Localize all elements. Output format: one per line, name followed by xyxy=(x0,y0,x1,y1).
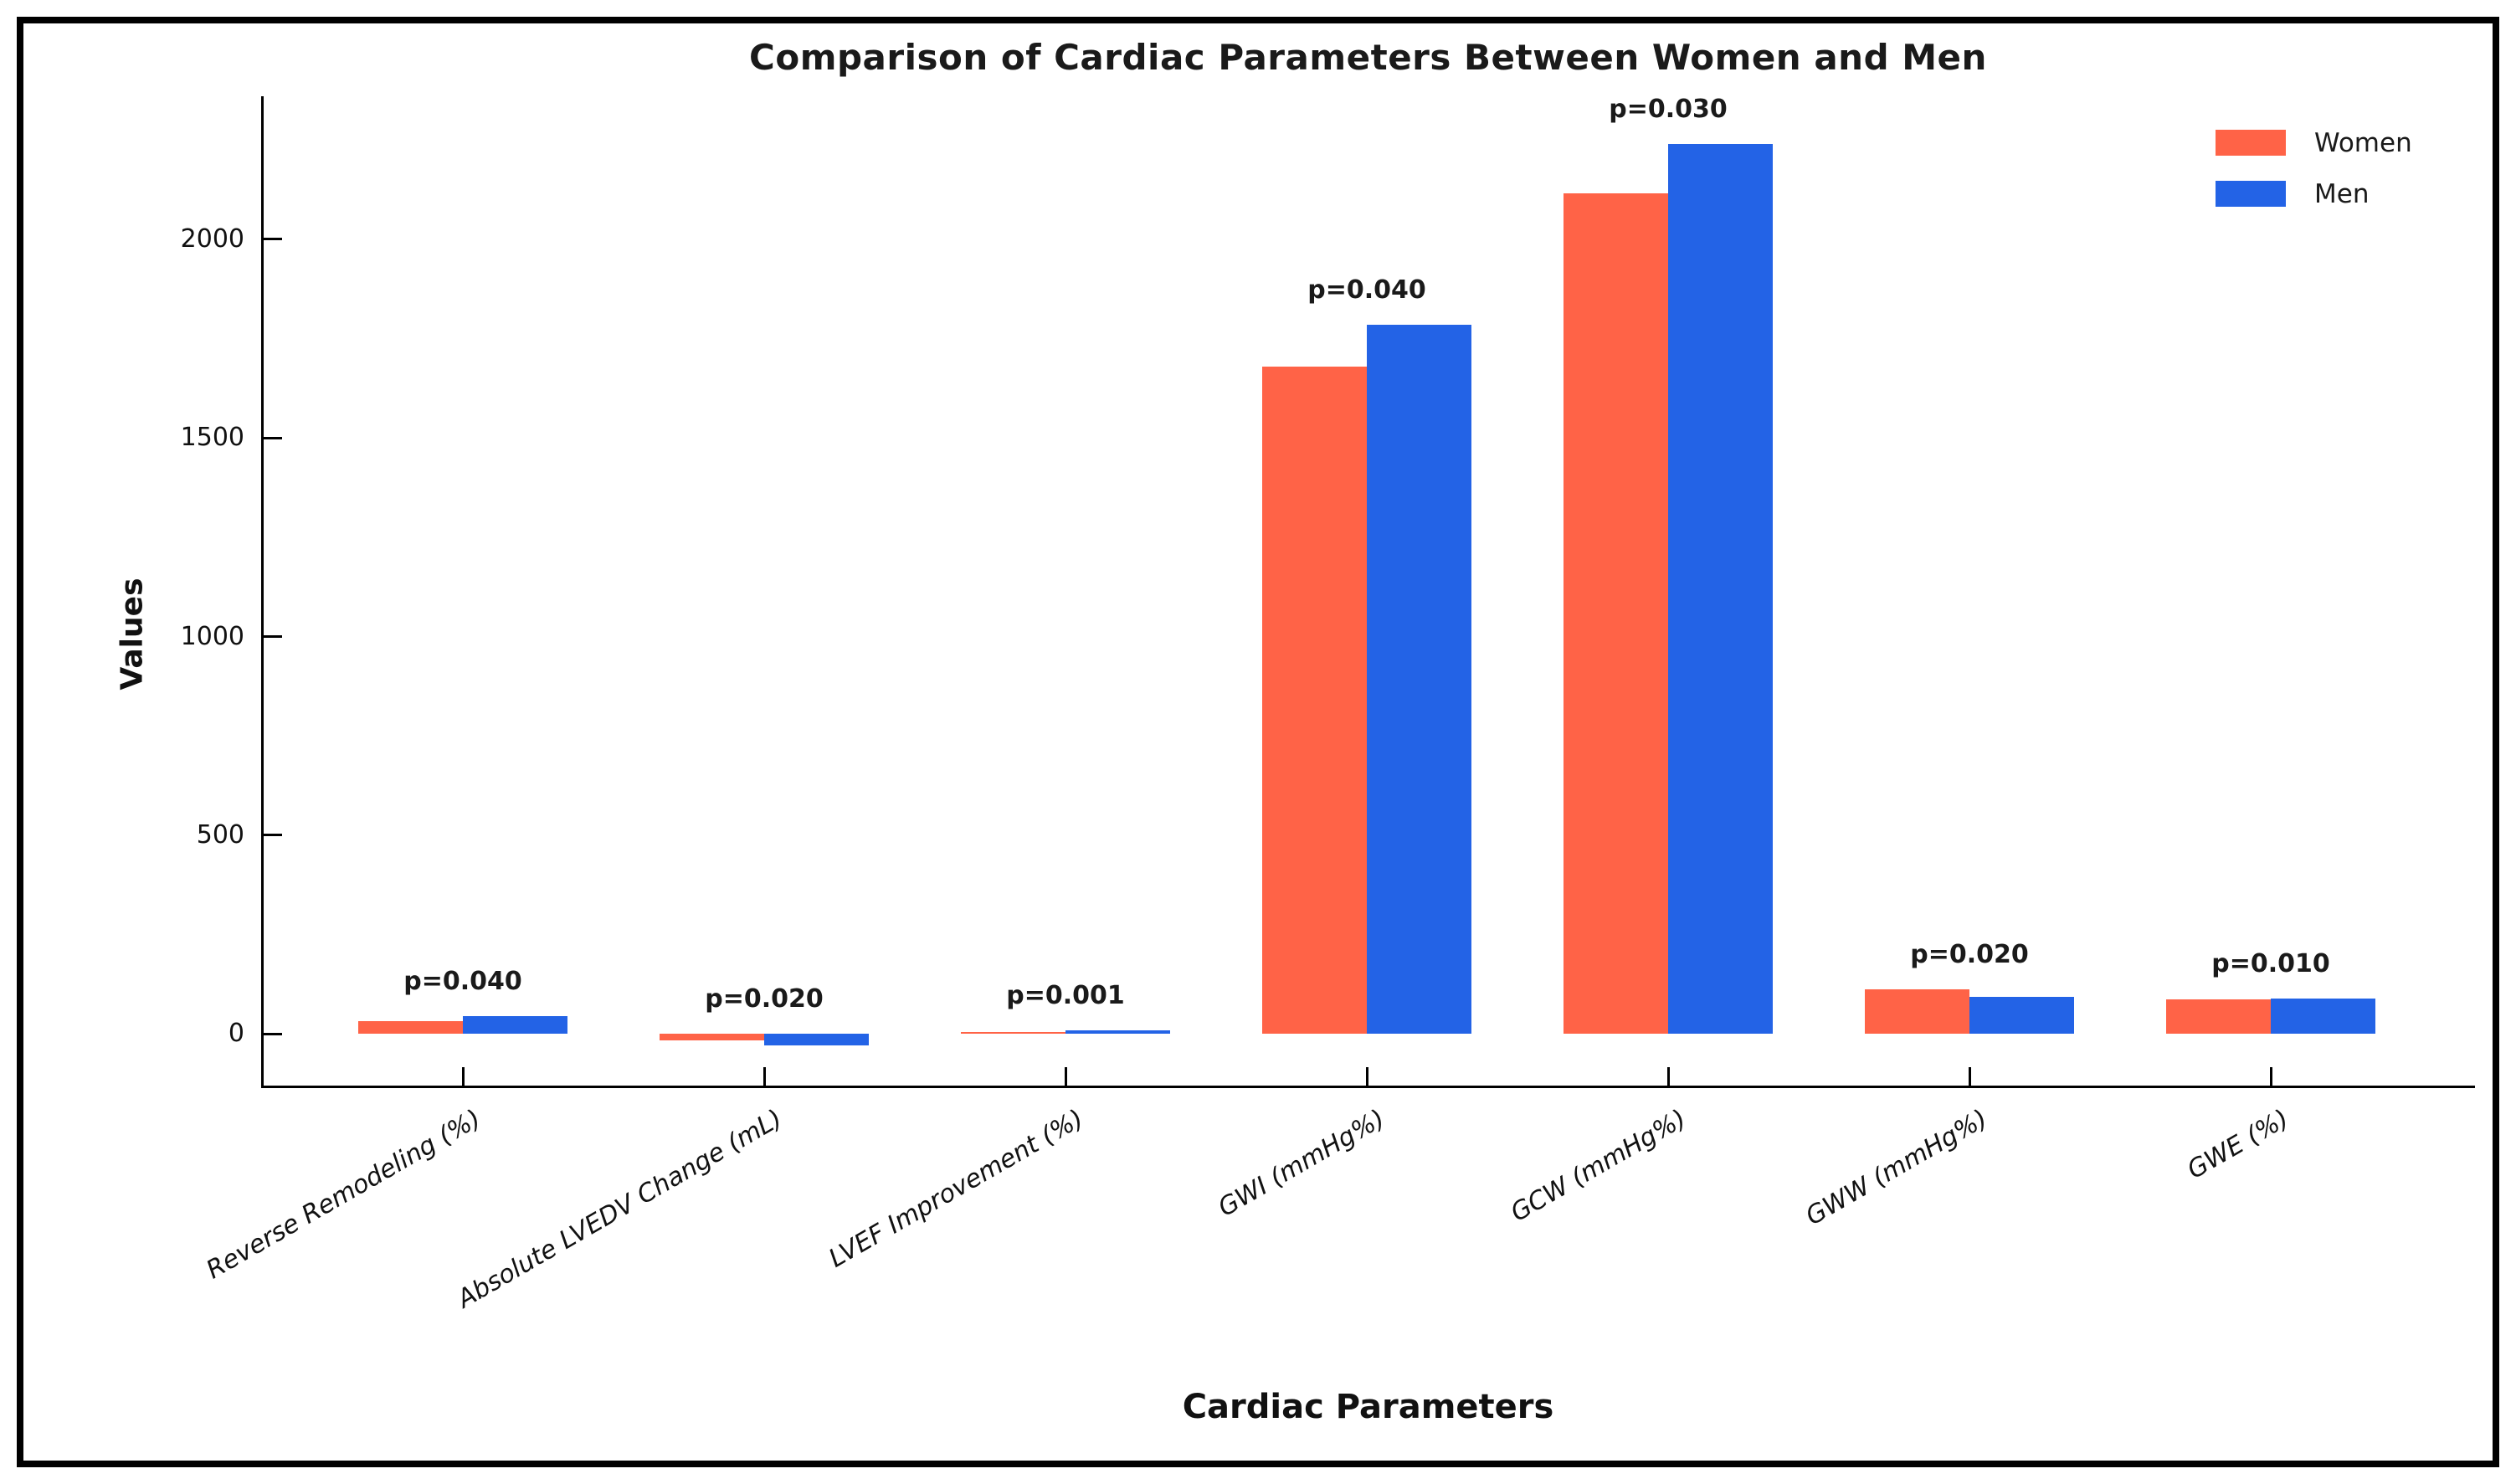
p-value-label: p=0.040 xyxy=(1307,275,1426,305)
y-tick-label: 2000 xyxy=(180,223,244,254)
legend-label-women: Women xyxy=(2314,127,2412,158)
x-tick xyxy=(1666,1067,1670,1086)
legend: Women Men xyxy=(2216,127,2412,232)
y-axis-spine xyxy=(261,96,264,1088)
y-tick-label: 1500 xyxy=(180,423,244,453)
x-tick xyxy=(1365,1067,1368,1086)
bar-men-3 xyxy=(1367,324,1471,1035)
bar-women-0 xyxy=(358,1020,463,1035)
p-value-label: p=0.020 xyxy=(705,984,824,1014)
bar-men-2 xyxy=(1065,1030,1170,1035)
bar-men-6 xyxy=(2271,998,2375,1035)
legend-label-men: Men xyxy=(2314,178,2370,209)
p-value-label: p=0.010 xyxy=(2211,948,2330,978)
x-axis-spine xyxy=(261,1086,2475,1088)
p-value-label: p=0.030 xyxy=(1609,94,1728,124)
p-value-label: p=0.040 xyxy=(403,966,522,996)
x-tick xyxy=(763,1067,766,1086)
y-tick-label: 1000 xyxy=(180,621,244,651)
bar-women-2 xyxy=(961,1031,1065,1035)
x-tick xyxy=(2269,1067,2272,1086)
bar-men-4 xyxy=(1668,143,1773,1035)
x-tick xyxy=(1064,1067,1067,1086)
y-tick xyxy=(264,635,282,639)
legend-item-women: Women xyxy=(2216,127,2412,158)
bar-men-1 xyxy=(764,1034,869,1045)
y-tick-label: 500 xyxy=(196,819,244,850)
bar-women-1 xyxy=(660,1034,764,1040)
y-tick xyxy=(264,834,282,837)
y-tick xyxy=(264,436,282,439)
p-value-label: p=0.001 xyxy=(1006,981,1125,1011)
bar-women-4 xyxy=(1564,193,1668,1035)
y-tick xyxy=(264,1032,282,1035)
x-axis-label: Cardiac Parameters xyxy=(1182,1388,1554,1426)
legend-swatch-women xyxy=(2216,130,2286,156)
bar-men-0 xyxy=(463,1015,567,1035)
chart-title: Comparison of Cardiac Parameters Between… xyxy=(749,37,1987,78)
y-tick-label: 0 xyxy=(228,1019,244,1049)
p-value-label: p=0.020 xyxy=(1910,940,2029,970)
y-tick xyxy=(264,238,282,241)
bar-women-5 xyxy=(1865,989,1969,1035)
x-tick xyxy=(461,1067,465,1086)
bar-men-5 xyxy=(1969,997,2074,1035)
figure-frame xyxy=(17,17,2499,1467)
bar-women-3 xyxy=(1262,366,1367,1035)
x-tick xyxy=(1968,1067,1971,1086)
legend-swatch-men xyxy=(2216,181,2286,207)
legend-item-men: Men xyxy=(2216,178,2412,209)
bar-women-6 xyxy=(2166,999,2271,1035)
